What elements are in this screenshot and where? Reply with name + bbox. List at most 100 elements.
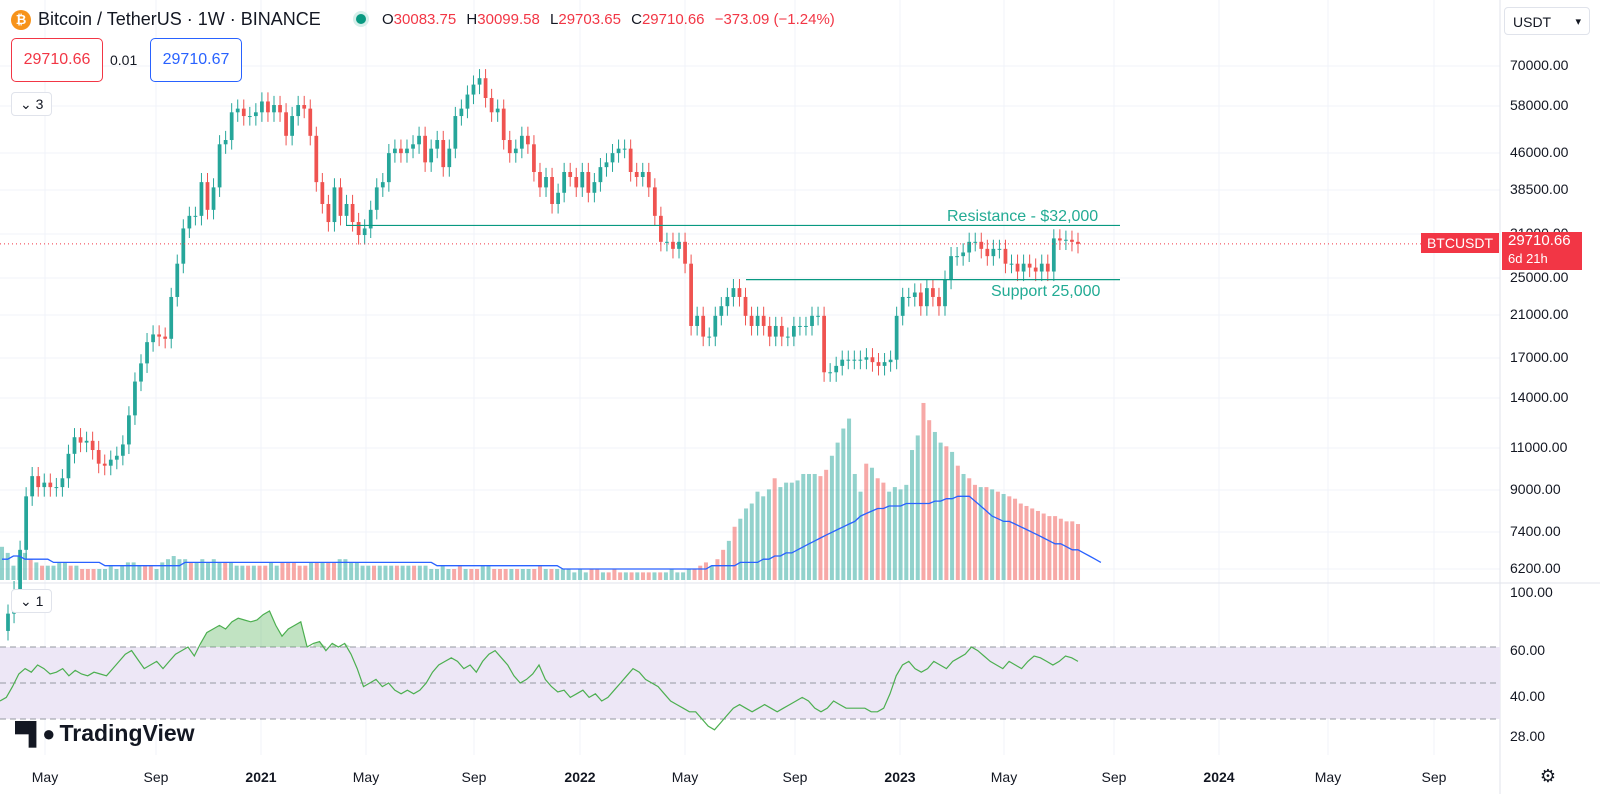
volume-bar-up (429, 569, 434, 580)
candle-body-up (459, 108, 464, 117)
currency-select[interactable]: USDT ▾ (1504, 7, 1590, 35)
candle-body-down (937, 296, 941, 307)
volume-bar-down (452, 569, 457, 580)
candle-body-down (671, 241, 675, 249)
volume-bar-down (549, 569, 554, 580)
volume-bar-up (268, 562, 274, 580)
volume-bar-down (314, 562, 319, 580)
candle-body-up (229, 112, 234, 141)
volume-bar-up (463, 569, 468, 580)
volume-bar-down (469, 569, 474, 580)
volume-bar-up (200, 559, 205, 580)
volume-bar-down (944, 446, 949, 580)
candle-body-down (241, 108, 246, 117)
candle-body-down (48, 482, 53, 488)
volume-bar-up (858, 491, 863, 580)
candle-body-up (380, 182, 385, 188)
volume-bar-down (618, 572, 623, 580)
volume-bar-down (1047, 516, 1052, 580)
resistance-label[interactable]: Resistance - $32,000 (947, 208, 1099, 225)
symbol-title[interactable]: Bitcoin / TetherUS · 1W · BINANCE (38, 9, 321, 29)
volume-bar-up (572, 572, 577, 580)
volume-bar-down (955, 465, 960, 580)
currency-value: USDT (1513, 14, 1552, 30)
candle-body-up (725, 296, 730, 307)
price-axis-tick: 38500.00 (1510, 181, 1569, 197)
volume-bar-down (1030, 508, 1035, 580)
candle-body-up (562, 172, 567, 193)
candle-body-up (713, 315, 718, 337)
candle-body-up (344, 203, 349, 216)
last-price: 29710.66 (1508, 232, 1571, 249)
time-axis-tick: May (990, 769, 1018, 785)
candle-body-up (477, 78, 482, 85)
volume-bar-down (1058, 518, 1063, 580)
candle-body-down (284, 112, 288, 136)
volume-bar-up (406, 565, 411, 580)
volume-bar-down (85, 569, 90, 580)
volume-bar-up (681, 572, 686, 580)
volume-bar-down (1013, 498, 1018, 580)
candle-body-down (652, 187, 657, 216)
candle-body-up (731, 288, 736, 297)
volume-bar-up (165, 559, 170, 580)
ohlc-change: −373.09 (−1.24%) (714, 11, 835, 28)
candle-body-down (326, 203, 331, 223)
volume-bar-up (892, 487, 897, 580)
volume-bar-up (137, 565, 142, 580)
candle-body-up (435, 140, 440, 149)
support-label[interactable]: Support 25,000 (991, 283, 1101, 300)
candle-body-up (997, 248, 1002, 250)
candle-body-up (247, 116, 252, 118)
candle-body-up (393, 148, 397, 154)
buy-button[interactable]: 29710.67 (150, 38, 242, 82)
sell-button[interactable]: 29710.66 (11, 38, 103, 82)
tradingview-logo[interactable]: ▀▌● TradingView (15, 720, 195, 747)
candle-body-up (852, 359, 857, 361)
volume-bar-down (326, 562, 331, 580)
volume-bar-up (389, 565, 394, 580)
bitcoin-icon: ₿ (11, 10, 31, 30)
candle-body-up (127, 415, 131, 445)
volume-bar-up (177, 559, 182, 580)
volume-bar-down (927, 420, 932, 580)
candle-body-down (266, 101, 270, 113)
volume-bar-down (28, 559, 33, 580)
volume-bar-down (772, 478, 777, 580)
candle-body-down (931, 288, 935, 297)
candle-body-up (846, 359, 851, 361)
indicators-collapse-button[interactable]: ⌄ 3 (11, 92, 53, 116)
volume-bar-up (206, 562, 211, 580)
volume-bar-down (372, 565, 377, 580)
settings-gear-icon[interactable]: ⚙ (1539, 766, 1557, 786)
volume-bar-down (606, 572, 611, 580)
volume-bar-up (114, 569, 119, 580)
volume-bar-down (188, 562, 193, 580)
candle-body-down (586, 172, 591, 193)
candle-body-down (441, 140, 446, 168)
candle-body-down (314, 135, 319, 183)
volume-bar-up (961, 473, 966, 580)
indicators-count: 3 (35, 96, 44, 112)
candle-body-up (773, 325, 778, 337)
price-axis-tick: 17000.00 (1510, 349, 1569, 365)
volume-bar-up (600, 572, 605, 580)
volume-bar-up (309, 562, 314, 580)
ohlc-high-value: 30099.58 (477, 11, 540, 28)
candle-body-up (175, 263, 180, 297)
volume-bar-down (286, 562, 291, 580)
candle-body-down (743, 296, 748, 316)
volume-bar-up (801, 473, 806, 580)
candle-body-down (308, 108, 313, 136)
time-axis-tick: Sep (1421, 769, 1447, 785)
volume-bar-up (337, 559, 342, 580)
candle-body-up (888, 359, 893, 363)
time-axis-tick: May (352, 769, 380, 785)
candle-body-down (568, 172, 573, 178)
oscillator-collapse-button[interactable]: ⌄ 1 (11, 589, 53, 613)
volume-bar-up (343, 559, 348, 580)
time-axis-tick: Sep (1101, 769, 1127, 785)
volume-bar-down (646, 572, 651, 580)
candle-body-down (157, 334, 162, 337)
